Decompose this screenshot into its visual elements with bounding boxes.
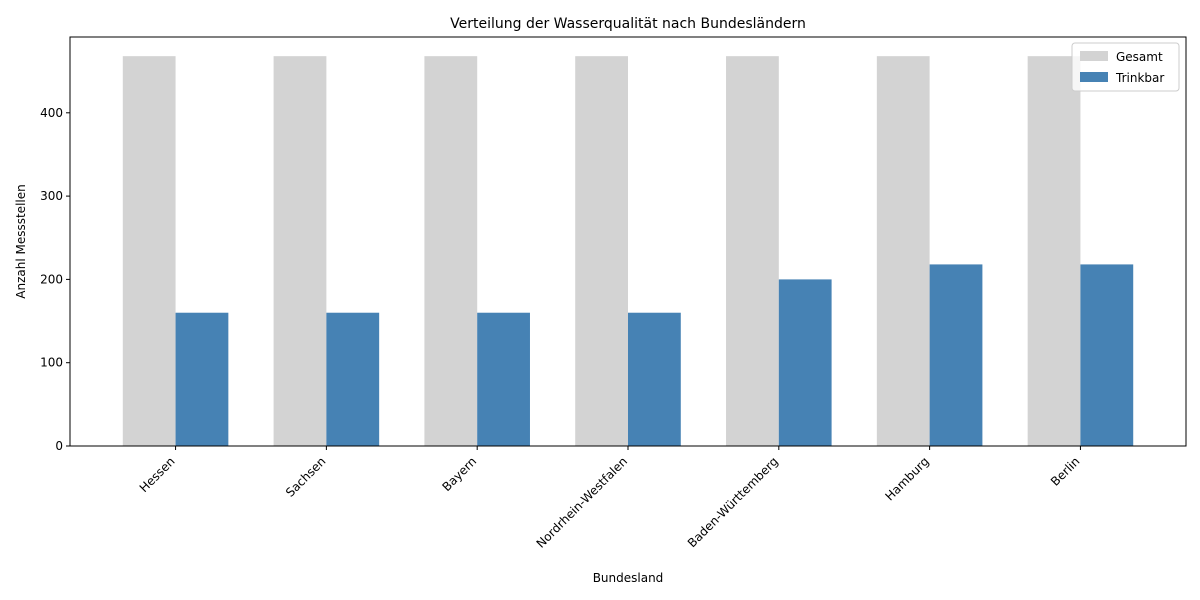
x-tick-label: Hamburg — [882, 454, 931, 503]
y-tick-label: 100 — [40, 356, 63, 370]
bar-gesamt-1 — [273, 56, 327, 446]
legend-label-trinkbar: Trinkbar — [1115, 71, 1164, 85]
x-tick-label: Baden-Württemberg — [685, 454, 781, 550]
x-tick-label: Hessen — [137, 454, 178, 495]
x-axis: Hessen Sachsen Bayern Nordrhein-Westfalen Ba… — [137, 446, 1083, 551]
y-axis: 0 100 200 300 400 — [40, 106, 70, 453]
legend-swatch-gesamt — [1080, 51, 1108, 61]
x-axis-label: Bundesland — [593, 571, 664, 585]
bar-gesamt-0 — [122, 56, 176, 446]
y-tick-label: 300 — [40, 189, 63, 203]
bar-trinkbar-4 — [778, 279, 832, 446]
y-axis-label: Anzahl Messstellen — [14, 184, 28, 298]
bar-gesamt-5 — [876, 56, 930, 446]
bar-trinkbar-5 — [929, 264, 983, 446]
bar-gesamt-4 — [726, 56, 779, 446]
bar-trinkbar-2 — [477, 312, 530, 446]
bar-gesamt-6 — [1027, 56, 1081, 446]
bar-trinkbar-6 — [1080, 264, 1134, 446]
y-tick-label: 0 — [55, 439, 63, 453]
legend: Gesamt Trinkbar — [1071, 42, 1180, 92]
x-tick-label: Sachsen — [283, 454, 329, 500]
bars-group — [122, 56, 1134, 446]
plot-frame — [69, 36, 1187, 447]
bar-trinkbar-3 — [628, 312, 681, 446]
bar-gesamt-2 — [424, 56, 478, 446]
legend-swatch-trinkbar — [1080, 72, 1108, 82]
y-tick-label: 400 — [40, 106, 63, 120]
x-tick-label: Bayern — [439, 454, 479, 494]
x-tick-label: Nordrhein-Westfalen — [534, 454, 631, 551]
y-tick-label: 200 — [40, 272, 63, 286]
x-tick-label: Berlin — [1048, 454, 1083, 489]
bar-trinkbar-0 — [175, 312, 229, 446]
chart-title: Verteilung der Wasserqualität nach Bunde… — [450, 16, 806, 32]
bar-gesamt-3 — [575, 56, 628, 446]
legend-label-gesamt: Gesamt — [1116, 50, 1163, 64]
bar-trinkbar-1 — [326, 312, 380, 446]
